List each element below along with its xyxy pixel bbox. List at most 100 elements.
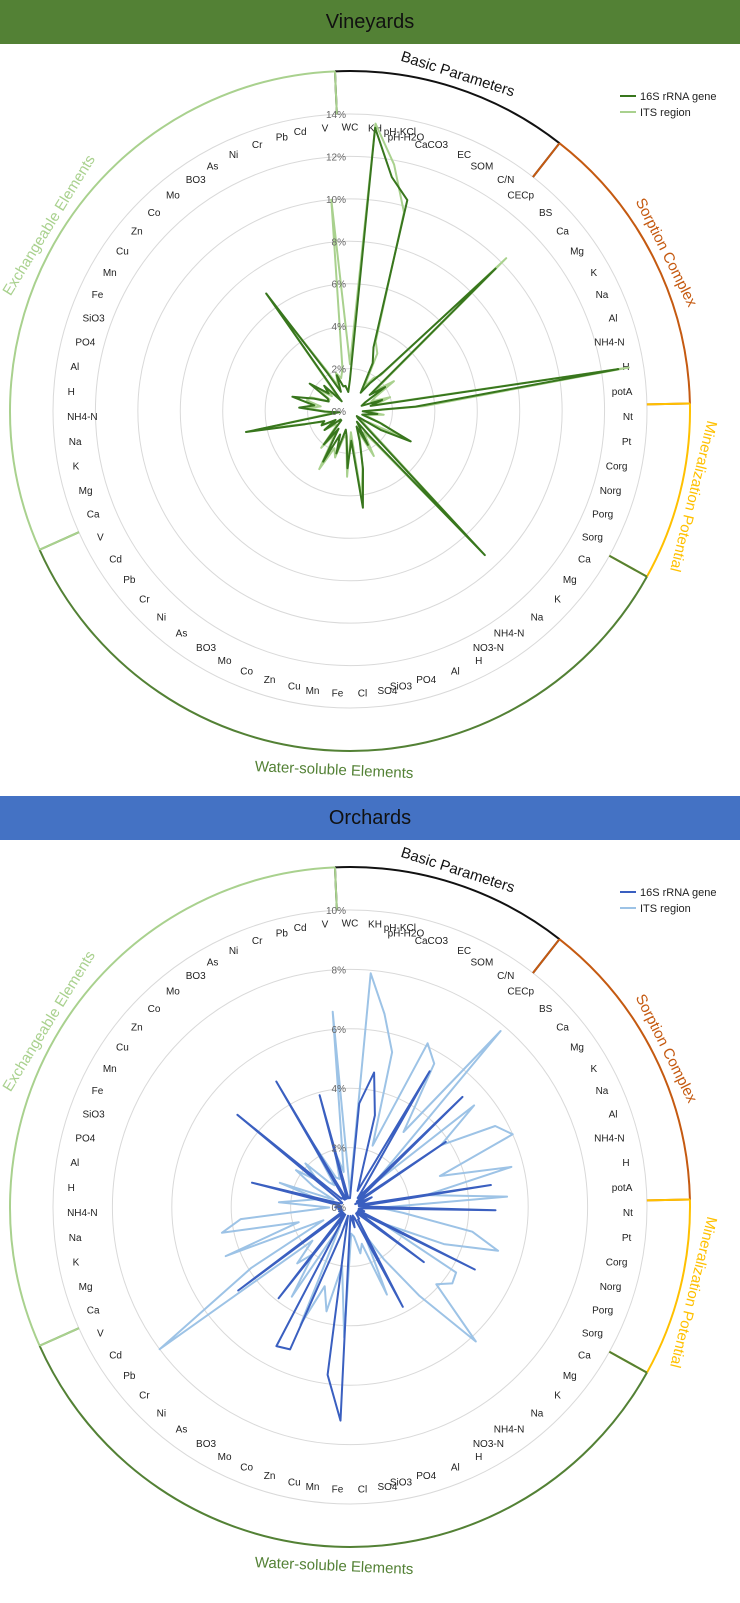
category-label: Pb — [276, 133, 289, 144]
category-label: BO3 — [186, 175, 206, 186]
category-label: Mg — [79, 1282, 93, 1293]
group-arc — [558, 938, 691, 1200]
group-arc — [38, 549, 648, 752]
category-label: SiO3 — [82, 1109, 105, 1120]
category-label: NH4-N — [494, 629, 525, 640]
category-label: H — [475, 1452, 482, 1463]
ring-value-label: 0% — [332, 407, 347, 418]
category-label: potA — [612, 387, 633, 398]
category-label: Mg — [563, 1371, 577, 1382]
series-line — [257, 122, 630, 547]
legend-label: 16S rRNA gene — [640, 887, 716, 899]
group-arc — [646, 403, 691, 578]
category-label: NH4-N — [67, 1208, 98, 1219]
group-arc — [38, 1345, 648, 1548]
category-label: Na — [531, 1408, 544, 1419]
category-label: BS — [539, 208, 553, 219]
group-divider — [39, 1327, 80, 1347]
category-label: Ca — [578, 554, 591, 565]
category-label: BO3 — [196, 1439, 216, 1450]
group-label: Basic Parameters — [399, 48, 517, 100]
category-label: Cd — [109, 1350, 122, 1361]
category-label: V — [97, 532, 104, 543]
category-label: PO4 — [416, 1471, 436, 1482]
orchards-radar-chart: Basic Parameters Sorption Complex Minerali… — [0, 844, 720, 1578]
category-label: NH4-N — [67, 412, 98, 423]
ring-value-label: 4% — [332, 1084, 347, 1095]
category-label: Pb — [276, 929, 289, 940]
vineyards-header: Vineyards — [0, 0, 740, 44]
category-label: NH4-N — [594, 337, 625, 348]
category-label: Norg — [600, 486, 622, 497]
category-label: H — [68, 1183, 75, 1194]
category-label: Pt — [622, 1233, 632, 1244]
category-label: WC — [342, 919, 359, 930]
category-label: PO4 — [416, 675, 436, 686]
group-label: Sorption Complex — [632, 991, 701, 1106]
category-label: EC — [457, 946, 471, 957]
category-label: Cr — [139, 594, 150, 605]
category-label: Fe — [332, 688, 344, 699]
category-label: Cu — [116, 1042, 129, 1053]
category-label: Al — [70, 362, 79, 373]
group-label: Basic Parameters — [399, 844, 517, 896]
category-label: NH4-N — [594, 1133, 625, 1144]
vineyards-radar-chart: Basic Parameters Sorption Complex Minerali… — [0, 48, 720, 782]
ring-value-label: 12% — [326, 152, 346, 163]
category-label: Nt — [623, 1208, 633, 1219]
group-arc — [9, 866, 336, 1347]
group-label: Exchangeable Elements — [0, 948, 99, 1095]
category-label: SiO3 — [390, 1478, 413, 1489]
grid-ring — [111, 968, 589, 1446]
group-arc — [558, 142, 691, 404]
category-label: Corg — [606, 462, 628, 473]
series-line — [245, 126, 620, 557]
category-label: Co — [148, 1004, 161, 1015]
legend-label: 16S rRNA gene — [640, 91, 716, 103]
category-label: CaCO3 — [415, 936, 449, 947]
group-label: Mineralization Potential — [666, 1215, 720, 1370]
group-arc — [334, 866, 561, 940]
category-label: PO4 — [75, 1133, 95, 1144]
category-label: KH — [368, 920, 382, 931]
category-label: Ca — [87, 1306, 100, 1317]
category-label: Cl — [358, 688, 367, 699]
category-label: Al — [609, 1109, 618, 1120]
category-label: Corg — [606, 1258, 628, 1269]
category-label: Na — [69, 1233, 82, 1244]
group-bracket: Sorption Complex — [532, 142, 701, 406]
group-divider — [39, 531, 80, 551]
category-label: Co — [240, 666, 253, 677]
series-line — [236, 1070, 497, 1422]
ring-value-labels: 0% 2% 4% 6% 8% 10% — [326, 906, 346, 1214]
legend-label: ITS region — [640, 107, 691, 119]
group-bracket: Basic Parameters — [333, 48, 561, 178]
category-label: WC — [342, 123, 359, 134]
group-bracket: Basic Parameters — [333, 844, 561, 974]
category-label: Cu — [288, 682, 301, 693]
grid-ring — [137, 198, 563, 624]
category-label: H — [475, 656, 482, 667]
category-labels: WC KH pH-KClpH-H2OCaCO3ECSOMC/NCECpBSCaMgK… — [67, 919, 633, 1496]
category-label: Ni — [157, 612, 166, 623]
category-label: V — [97, 1328, 104, 1339]
category-label: pH-KCl — [384, 923, 416, 934]
category-label: NO3-N — [473, 1439, 504, 1450]
category-label: Zn — [264, 675, 276, 686]
category-label: SO4 — [377, 686, 397, 697]
category-label: Zn — [264, 1471, 276, 1482]
category-label: Mo — [218, 1452, 232, 1463]
category-label: BO3 — [196, 643, 216, 654]
grid-ring — [222, 283, 478, 539]
category-label: CECp — [507, 191, 534, 202]
ring-value-label: 10% — [326, 195, 346, 206]
category-label: Cr — [252, 140, 263, 151]
category-label: Mn — [306, 1482, 320, 1493]
category-label: Fe — [92, 1086, 104, 1097]
category-label: Cd — [294, 923, 307, 934]
category-label: NO3-N — [473, 643, 504, 654]
category-label: Ni — [229, 150, 238, 161]
category-label: SiO3 — [390, 682, 413, 693]
orchards-header: Orchards — [0, 796, 740, 840]
legend: 16S rRNA gene ITS region — [620, 91, 716, 119]
